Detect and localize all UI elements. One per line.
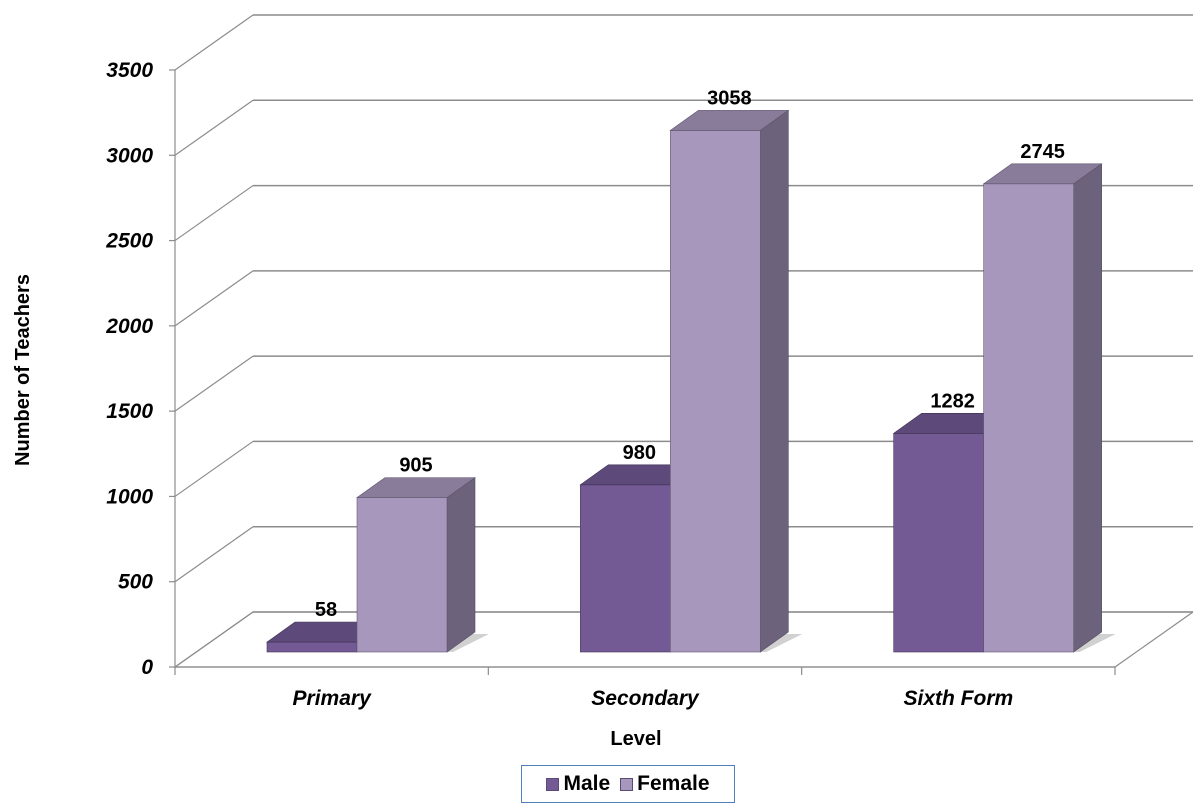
labels: 0 500 1000 1500 2000 2500 3000 3500 Primary Secon… [105,59,1065,710]
bars [266,109,1116,653]
y-tick-label-3000: 3000 [106,144,153,167]
bar-side-female-sixth-form [1073,163,1102,653]
data-label-male-primary: 58 [315,599,337,621]
gridline-side-1000 [174,440,254,497]
axes [169,69,1116,675]
bar-top-female-secondary [669,110,790,131]
legend-label-female: Female [637,772,710,795]
y-tick-label-500: 500 [118,571,153,594]
x-tick-label-sixth-form: Sixth Form [903,687,1013,710]
legend-item-female: Female [620,772,710,796]
bar-female-primary [356,497,448,653]
gridline-side-500 [174,526,254,583]
bar-top-female-sixth-form [982,163,1103,185]
bar-male-sixth-form [893,433,984,653]
y-tick-label-2500: 2500 [105,230,153,253]
legend: Male Female [521,765,735,803]
x-tick-label-secondary: Secondary [591,687,700,710]
gridline-side-2000 [174,270,254,327]
gridline-side-1500 [174,355,254,412]
legend-swatch-male [546,777,560,791]
gridline-side-0 [174,611,254,668]
y-tick-label-0: 0 [141,656,153,679]
y-axis-title: Number of Teachers [12,274,34,466]
data-label-female-sixth-form: 2745 [1020,141,1065,163]
bar-female-secondary [670,130,761,653]
bar-top-female-primary [356,477,476,498]
bar-male-secondary [580,484,671,653]
legend-item-male: Male [546,772,610,796]
y-tick-label-1500: 1500 [106,400,153,423]
data-label-male-sixth-form: 1282 [930,390,975,412]
bar-side-female-primary [446,477,476,653]
gridline-side-3500 [174,14,254,71]
data-label-female-secondary: 3058 [707,87,752,109]
data-label-female-primary: 905 [399,455,432,477]
bar-male-primary [266,641,358,653]
y-tick-label-1000: 1000 [106,485,153,508]
gridline-side-2500 [174,185,254,242]
legend-label-male: Male [563,772,611,795]
y-tick-label-3500: 3500 [106,59,153,82]
legend-swatch-female [620,777,634,791]
y-tick-label-2000: 2000 [105,315,153,338]
x-axis-title: Level [610,728,661,750]
gridline-side-3000 [174,99,254,156]
x-tick-label-primary: Primary [293,687,373,710]
data-label-male-secondary: 980 [623,442,656,464]
bar-side-female-secondary [760,109,789,653]
bar-female-sixth-form [983,183,1074,653]
